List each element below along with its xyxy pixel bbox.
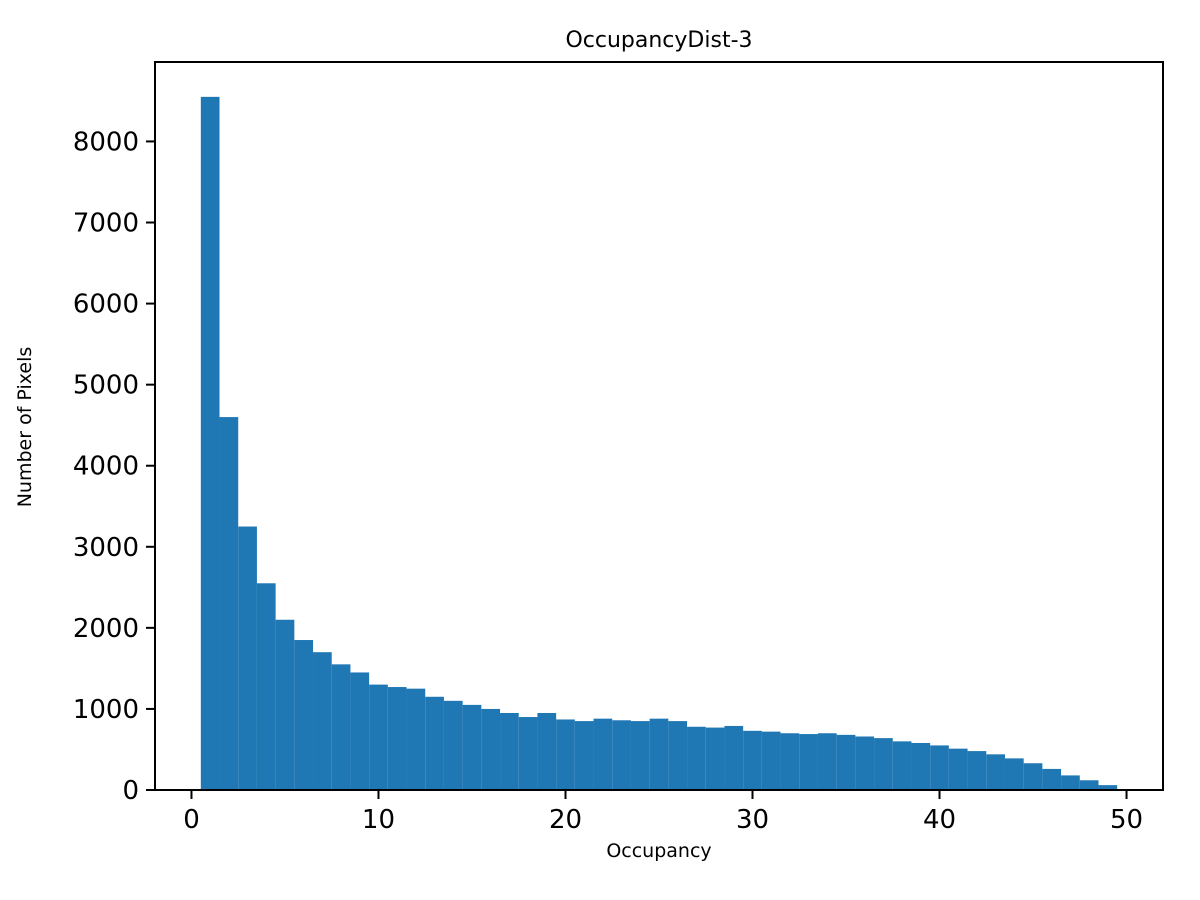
histogram-bar [874, 738, 893, 790]
histogram-bar [425, 696, 444, 790]
x-tick-label: 40 [923, 805, 956, 835]
y-tick-label: 6000 [73, 290, 139, 320]
histogram-bar [724, 725, 744, 790]
histogram-bar [219, 417, 239, 790]
histogram-bar [967, 751, 987, 790]
histogram-bar [1004, 758, 1024, 790]
histogram-bar [612, 720, 631, 790]
histogram-bar [200, 96, 220, 791]
histogram-bar [687, 726, 706, 790]
histogram-bar [313, 652, 332, 790]
histogram-bar [948, 748, 968, 790]
histogram-bar [799, 734, 818, 790]
axes-spines [154, 61, 1164, 791]
x-tick-label: 30 [736, 805, 769, 835]
histogram-bar [630, 721, 650, 790]
chart-title: OccupancyDist-3 [565, 28, 753, 53]
histogram-bar [855, 736, 875, 790]
y-tick-label: 5000 [73, 371, 139, 401]
histogram-bar [406, 688, 426, 790]
histogram-bar [892, 741, 912, 790]
histogram-bar [256, 583, 276, 790]
x-tick-label: 20 [549, 805, 582, 835]
histogram-bar [275, 619, 295, 790]
histogram-bar [705, 727, 725, 790]
histogram-bar [500, 712, 519, 790]
histogram-bar [350, 672, 370, 790]
histogram-bar [481, 708, 501, 790]
histogram-bar [1042, 768, 1062, 790]
histogram-bar [780, 733, 800, 790]
histogram-bar [1023, 763, 1043, 790]
y-tick-label: 2000 [73, 614, 139, 644]
histogram-bar [1061, 775, 1080, 790]
y-axis-label: Number of Pixels [14, 346, 36, 508]
histogram-bar [369, 684, 388, 790]
histogram-bar [443, 700, 463, 790]
histogram-bar [986, 754, 1005, 790]
histogram-bar [761, 731, 781, 790]
histogram-bar [1098, 785, 1118, 790]
histogram-bar [930, 745, 949, 790]
histogram-bar [649, 718, 669, 790]
histogram-bar [462, 704, 482, 790]
y-tick-label: 4000 [73, 452, 139, 482]
histogram-bar [518, 717, 538, 790]
y-tick-label: 7000 [73, 209, 139, 239]
x-tick-label: 50 [1110, 805, 1143, 835]
x-tick-label: 10 [362, 805, 395, 835]
x-tick-label: 0 [183, 805, 200, 835]
histogram-bar [1079, 780, 1099, 790]
histogram-bar [294, 640, 314, 790]
histogram-bar [574, 721, 594, 790]
histogram-bar [537, 712, 557, 790]
histogram-bar [743, 730, 762, 790]
y-tick-label: 3000 [73, 533, 139, 563]
histogram-bar [668, 721, 688, 790]
y-tick-label: 8000 [73, 127, 139, 157]
y-tick-label: 0 [122, 776, 139, 806]
y-tick-label: 1000 [73, 695, 139, 725]
histogram-bar [817, 733, 837, 790]
histogram-bar [836, 734, 856, 790]
histogram-bar [238, 526, 257, 790]
histogram-bar [387, 687, 407, 790]
histogram-bar [331, 664, 351, 790]
histogram-bar [593, 718, 613, 790]
histogram-bar [911, 742, 931, 790]
histogram-bar [556, 719, 575, 790]
x-axis-label: Occupancy [606, 840, 712, 862]
